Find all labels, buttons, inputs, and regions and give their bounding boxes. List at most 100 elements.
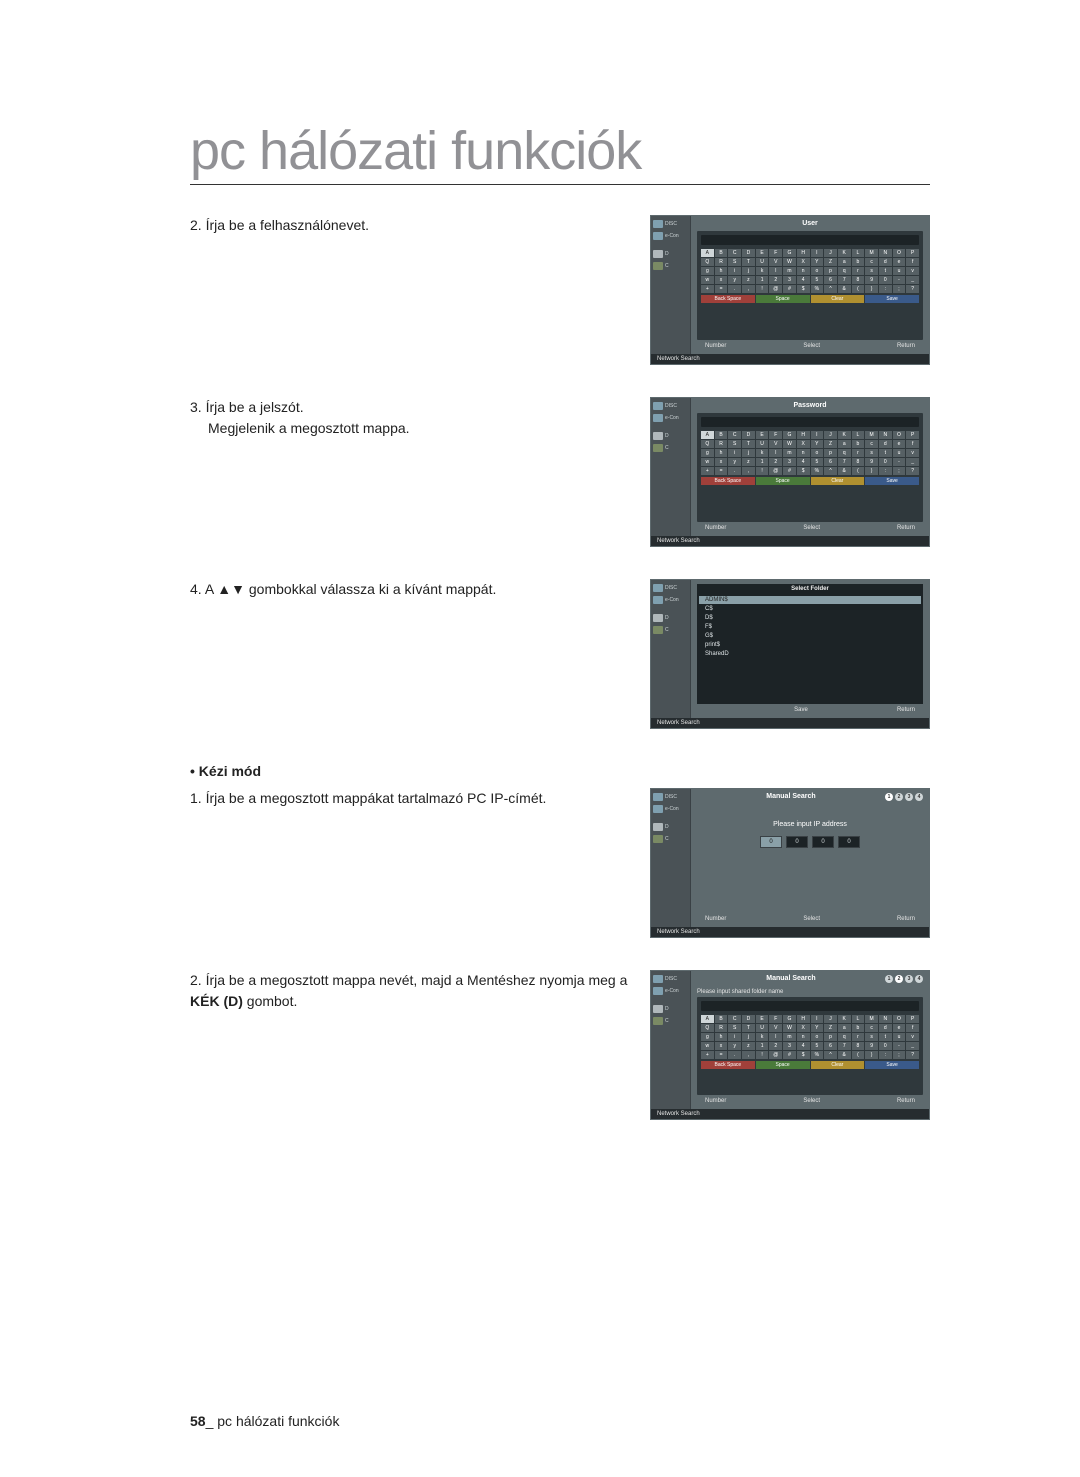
kb-key[interactable]: G [783,249,796,257]
kb-key[interactable]: & [838,467,851,475]
ip-octet[interactable]: 0 [760,836,782,848]
kb-key[interactable]: D [742,249,755,257]
kb-key[interactable]: L [852,1015,865,1023]
kb-key[interactable]: p [824,267,837,275]
kb-key[interactable]: D [742,431,755,439]
kb-save[interactable]: Save [865,295,919,303]
kb-key[interactable]: 5 [811,1042,824,1050]
folder-list[interactable]: ADMIN$C$D$F$G$print$SharedD [697,594,923,704]
kb-key[interactable]: U [756,258,769,266]
kb-key[interactable]: v [906,1033,919,1041]
kb-key[interactable]: 4 [797,276,810,284]
kb-clear[interactable]: Clear [811,477,865,485]
kb-save[interactable]: Save [865,1061,919,1069]
kb-key[interactable]: Q [701,258,714,266]
kb-key[interactable]: : [879,1051,892,1059]
kb-key[interactable]: = [715,467,728,475]
kb-key[interactable]: @ [769,1051,782,1059]
kb-key[interactable]: C [728,1015,741,1023]
kb-key[interactable]: i [728,1033,741,1041]
kb-key[interactable]: ^ [824,1051,837,1059]
kb-key[interactable]: ! [756,285,769,293]
kb-key[interactable]: R [715,1024,728,1032]
ip-octet[interactable]: 0 [786,836,808,848]
kb-key[interactable]: 9 [865,276,878,284]
kb-key[interactable]: A [701,249,714,257]
kb-key[interactable]: P [906,249,919,257]
kb-key[interactable]: t [879,1033,892,1041]
kb-key[interactable]: L [852,249,865,257]
kb-key[interactable]: F [769,431,782,439]
kb-key[interactable]: & [838,285,851,293]
kb-backspace[interactable]: Back Space [701,295,755,303]
kb-key[interactable]: ; [893,467,906,475]
kb-key[interactable]: U [756,1024,769,1032]
kb-key[interactable]: , [742,467,755,475]
kb-backspace[interactable]: Back Space [701,1061,755,1069]
kb-key[interactable]: 5 [811,276,824,284]
onscreen-keyboard[interactable]: ABCDEFGHIJKLMNOPQRSTUVWXYZabcdefghijklmn… [701,1015,919,1059]
kb-key[interactable]: V [769,258,782,266]
kb-key[interactable]: n [797,267,810,275]
kb-key[interactable]: O [893,249,906,257]
kb-key[interactable]: g [701,267,714,275]
kb-key[interactable]: U [756,440,769,448]
kb-key[interactable]: 3 [783,276,796,284]
password-input[interactable] [701,417,919,427]
kb-key[interactable]: Y [811,440,824,448]
kb-key[interactable]: ; [893,285,906,293]
kb-key[interactable]: H [797,249,810,257]
kb-key[interactable]: l [769,1033,782,1041]
kb-key[interactable]: % [811,285,824,293]
kb-key[interactable]: W [783,258,796,266]
kb-clear[interactable]: Clear [811,1061,865,1069]
kb-key[interactable]: W [783,440,796,448]
kb-key[interactable]: r [852,1033,865,1041]
kb-key[interactable]: K [838,1015,851,1023]
kb-key[interactable]: p [824,449,837,457]
kb-key[interactable]: u [893,449,906,457]
kb-key[interactable]: ) [865,1051,878,1059]
kb-key[interactable]: A [701,431,714,439]
kb-key[interactable]: f [906,258,919,266]
kb-key[interactable]: A [701,1015,714,1023]
kb-key[interactable]: q [838,449,851,457]
kb-key[interactable]: T [742,258,755,266]
kb-key[interactable]: m [783,267,796,275]
kb-key[interactable]: R [715,258,728,266]
kb-key[interactable]: B [715,1015,728,1023]
kb-key[interactable]: w [701,276,714,284]
kb-key[interactable]: j [742,267,755,275]
kb-key[interactable]: o [811,1033,824,1041]
kb-key[interactable]: m [783,449,796,457]
kb-space[interactable]: Space [756,1061,810,1069]
kb-key[interactable]: ( [852,467,865,475]
kb-space[interactable]: Space [756,477,810,485]
kb-key[interactable]: ) [865,285,878,293]
kb-key[interactable]: C [728,249,741,257]
kb-key[interactable]: ! [756,467,769,475]
kb-key[interactable]: - [893,1042,906,1050]
kb-key[interactable]: T [742,1024,755,1032]
kb-key[interactable]: R [715,440,728,448]
kb-key[interactable]: . [728,467,741,475]
kb-key[interactable]: P [906,1015,919,1023]
kb-key[interactable]: # [783,467,796,475]
kb-key[interactable]: V [769,1024,782,1032]
kb-key[interactable]: j [742,1033,755,1041]
kb-key[interactable]: 3 [783,458,796,466]
kb-key[interactable]: % [811,1051,824,1059]
folder-name-input[interactable] [701,1001,919,1011]
kb-key[interactable]: Z [824,258,837,266]
kb-key[interactable]: 9 [865,458,878,466]
kb-key[interactable]: = [715,1051,728,1059]
kb-key[interactable]: q [838,267,851,275]
kb-key[interactable]: e [893,258,906,266]
kb-key[interactable]: i [728,449,741,457]
kb-key[interactable]: E [756,249,769,257]
kb-key[interactable]: $ [797,467,810,475]
folder-item[interactable]: D$ [699,614,921,622]
kb-key[interactable]: H [797,431,810,439]
folder-item[interactable]: G$ [699,632,921,640]
kb-key[interactable]: 6 [824,458,837,466]
